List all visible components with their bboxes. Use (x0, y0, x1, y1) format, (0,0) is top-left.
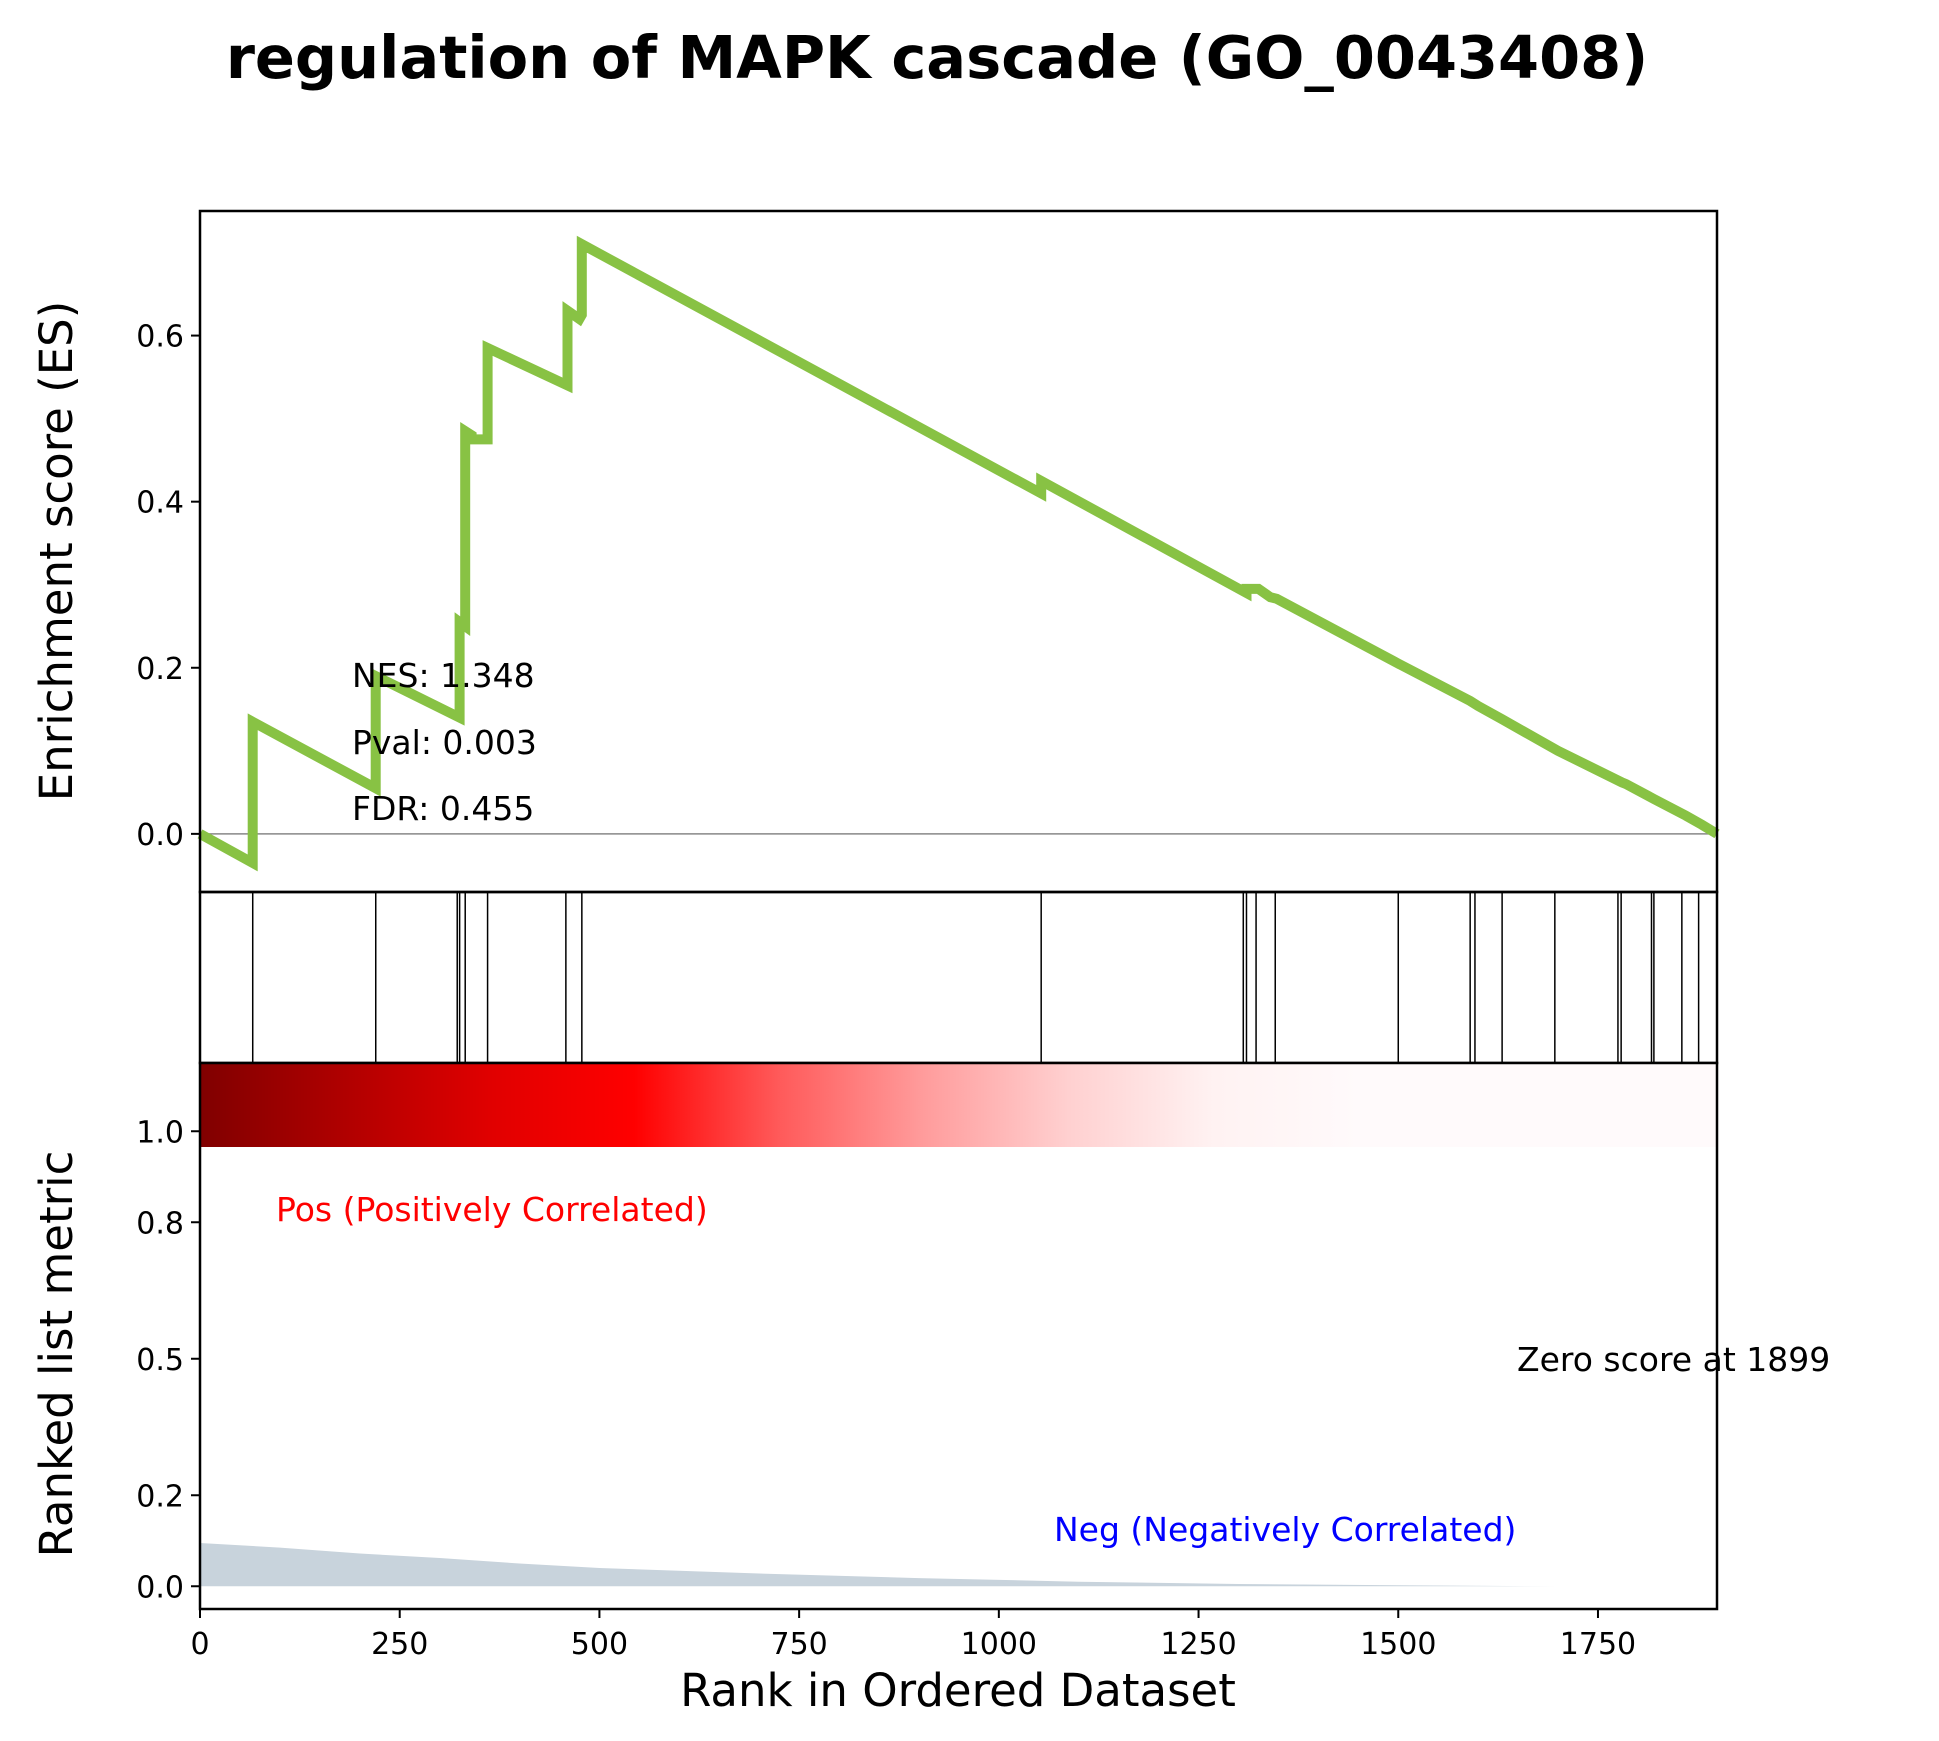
es-tick-label: 0.4 (136, 486, 184, 521)
x-axis-ticks: 0 250 500 750 1000 1250 1500 1750 (190, 1609, 1636, 1662)
es-tick-label: 0.6 (136, 320, 184, 355)
x-tick-label: 1750 (1560, 1627, 1636, 1662)
es-tick-label: 0.2 (136, 652, 184, 687)
x-tick-label: 250 (371, 1627, 428, 1662)
metric-tick-label: 0.8 (136, 1206, 184, 1241)
x-tick-label: 1500 (1360, 1627, 1436, 1662)
x-tick-label: 500 (571, 1627, 628, 1662)
x-tick-label: 1250 (1160, 1627, 1236, 1662)
pos-label: Pos (Positively Correlated) (276, 1190, 708, 1229)
hits-panel-frame (198, 890, 1719, 1065)
es-axis-label: Enrichment score (ES) (30, 301, 83, 802)
chart-title: regulation of MAPK cascade (GO_0043408) (226, 23, 1648, 92)
x-tick-label: 1000 (961, 1627, 1037, 1662)
fdr-label: FDR: 0.455 (352, 789, 534, 828)
metric-axis-label: Ranked list metric (30, 1151, 83, 1558)
pval-label: Pval: 0.003 (352, 723, 537, 762)
heatmap-bar (200, 1063, 1717, 1147)
es-curve (197, 235, 1720, 872)
metric-tick-label: 0.5 (136, 1343, 184, 1378)
hits-panel (198, 890, 1719, 1065)
x-tick-label: 750 (770, 1627, 827, 1662)
es-tick-label: 0.0 (136, 818, 184, 853)
es-panel: 0.0 0.2 0.4 0.6 NES: 1.348 Pval: 0.003 FDR:… (136, 209, 1720, 894)
metric-tick-label: 0.2 (136, 1479, 184, 1514)
metric-tick-label: 0.0 (136, 1570, 184, 1605)
metric-ticks: 0.0 0.2 0.5 0.8 1.0 (136, 1115, 200, 1605)
metric-panel-frame (198, 1061, 1719, 1611)
nes-label: NES: 1.348 (352, 656, 535, 695)
x-tick-label: 0 (190, 1627, 209, 1662)
metric-panel: 0.0 0.2 0.5 0.8 1.0 Pos (Positively Correlat… (136, 1061, 1830, 1611)
metric-area (200, 1543, 1717, 1587)
es-ticks: 0.0 0.2 0.4 0.6 (136, 320, 200, 853)
hit-lines (251, 892, 1700, 1063)
neg-label: Neg (Negatively Correlated) (1054, 1510, 1516, 1549)
metric-tick-label: 1.0 (136, 1115, 184, 1150)
x-axis-label: Rank in Ordered Dataset (680, 1664, 1236, 1717)
zero-score-label: Zero score at 1899 (1517, 1340, 1830, 1379)
